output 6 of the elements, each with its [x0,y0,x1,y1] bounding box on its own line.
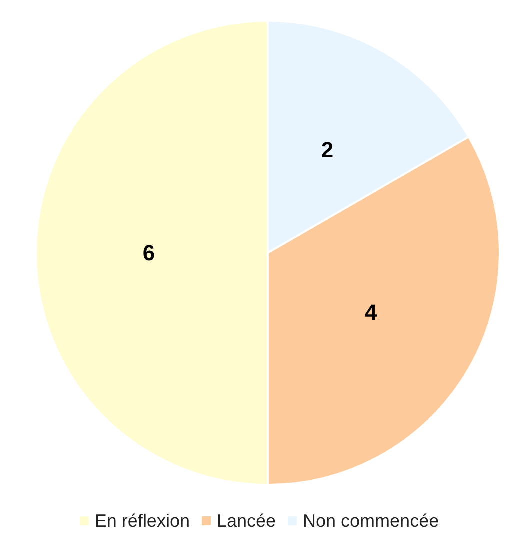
legend-label: En réflexion [94,511,190,531]
data-label: 4 [364,300,378,325]
legend-label: Non commencée [303,511,440,531]
legend-label: Lancée [216,511,276,531]
data-label: 2 [321,137,334,162]
data-label: 6 [142,240,156,266]
